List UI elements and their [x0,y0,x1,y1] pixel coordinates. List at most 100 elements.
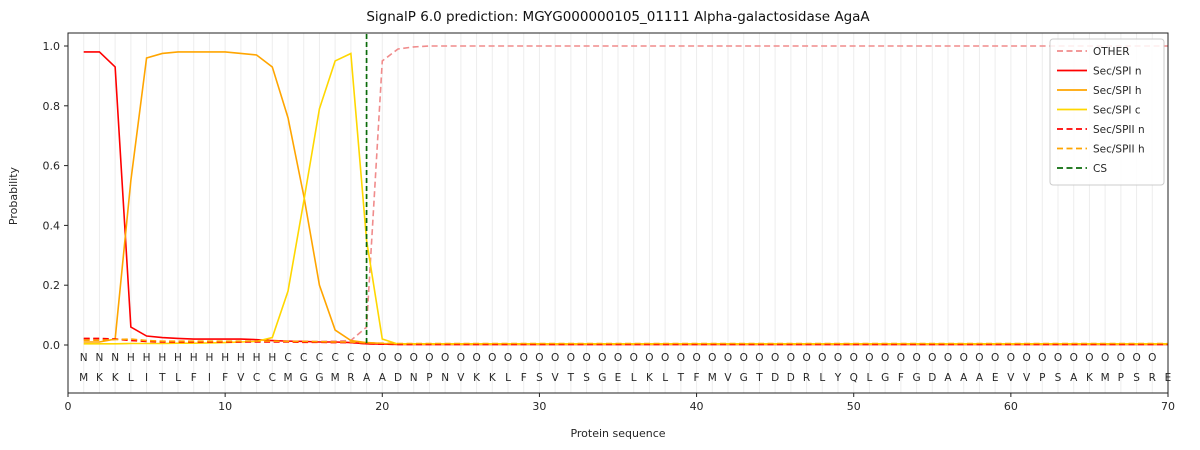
residue-letter: T [567,372,575,384]
y-tick-label: 0.6 [43,160,61,173]
region-label: H [143,352,151,364]
region-label: O [944,352,952,364]
residue-letter: R [803,372,810,384]
region-label: O [535,352,543,364]
region-label: O [472,352,480,364]
residue-letter: A [976,372,984,384]
axes: 0.0 0.2 0.4 0.6 0.8 1.0 0 10 20 30 40 50 60 70 [43,32,1175,413]
chart-title: SignalP 6.0 prediction: MGYG000000105_01… [366,9,870,25]
residue-letter: V [237,372,245,384]
region-label: O [677,352,685,364]
region-label: O [865,352,873,364]
region-label: H [127,352,135,364]
region-label: O [630,352,638,364]
residue-letter: F [521,372,527,384]
legend-label: OTHER [1093,46,1130,58]
residue-letter: N [441,372,449,384]
region-label: O [1117,352,1125,364]
region-label: O [912,352,920,364]
region-label: O [771,352,779,364]
series-line-other [83,45,1168,343]
residue-letter: C [269,372,276,384]
series-line-sec-spii-h [83,338,1168,345]
residue-letter: I [145,372,148,384]
residue-letter: G [315,372,323,384]
residue-letter: Y [834,372,842,384]
region-label: O [1038,352,1046,364]
region-label: O [1054,352,1062,364]
x-tick-label: 50 [847,400,861,413]
residue-letter: A [1070,372,1078,384]
residue-letter: Q [850,372,858,384]
residue-letter: F [898,372,904,384]
residue-letter: M [708,372,717,384]
residue-letter: G [881,372,889,384]
region-label: O [1132,352,1140,364]
gridlines [83,33,1169,393]
residue-letter: L [819,372,825,384]
residue-letter: E [615,372,622,384]
residue-letter: A [944,372,952,384]
residue-letter: K [112,372,120,384]
region-label: O [410,352,418,364]
region-label: H [205,352,213,364]
region-label: O [598,352,606,364]
residue-letter: F [694,372,700,384]
series-lines [83,34,1168,346]
region-label: O [567,352,575,364]
legend-label: Sec/SPI c [1093,104,1141,116]
legend-label: Sec/SPI n [1093,65,1142,77]
region-label: O [960,352,968,364]
residue-letter: D [928,372,936,384]
series-line-sec-spii-n [83,337,1168,346]
residue-letter: S [1055,372,1062,384]
region-label: H [268,352,276,364]
region-label: O [787,352,795,364]
residue-letter: E [992,372,999,384]
region-label: H [174,352,182,364]
legend-label: Sec/SPI h [1093,85,1142,97]
plot-border [67,32,1169,394]
residue-letter: G [913,372,921,384]
region-label: C [316,352,323,364]
series-line-sec-spi-n [83,51,1168,346]
legend-label: Sec/SPII n [1093,124,1145,136]
residue-letter: C [253,372,260,384]
region-label: O [834,352,842,364]
residue-letter: A [363,372,371,384]
region-label: O [614,352,622,364]
residue-letter: A [960,372,968,384]
region-label: C [347,352,354,364]
region-label: O [457,352,465,364]
residue-letter: D [787,372,795,384]
region-label: O [362,352,370,364]
residue-letter: M [79,372,88,384]
region-label: O [897,352,905,364]
x-axis-label: Protein sequence [570,427,665,440]
residue-letter: L [662,372,668,384]
region-label: O [488,352,496,364]
x-tick-label: 40 [690,400,704,413]
residue-letter: N [410,372,418,384]
region-label: O [582,352,590,364]
region-label: N [80,352,88,364]
region-label: O [850,352,858,364]
residue-letter: V [1007,372,1015,384]
region-label: O [1007,352,1015,364]
residue-letter: P [1039,372,1045,384]
residue-letter: P [1118,372,1124,384]
residue-letter: M [1101,372,1110,384]
region-label: C [331,352,338,364]
region-label: C [284,352,291,364]
residue-letter: T [158,372,166,384]
residue-letter: V [552,372,560,384]
residue-letter: R [347,372,354,384]
residue-letter: V [724,372,732,384]
residue-letter: P [426,372,432,384]
y-tick-label: 0.0 [43,339,61,352]
sequence-letters: NMNKNKHLHIHTHLHFHIHFHVHCHCCMCGCGCMCROAOA… [79,352,1171,384]
region-label: O [1022,352,1030,364]
residue-letter: S [536,372,543,384]
region-label: O [1070,352,1078,364]
x-tick-label: 60 [1004,400,1018,413]
